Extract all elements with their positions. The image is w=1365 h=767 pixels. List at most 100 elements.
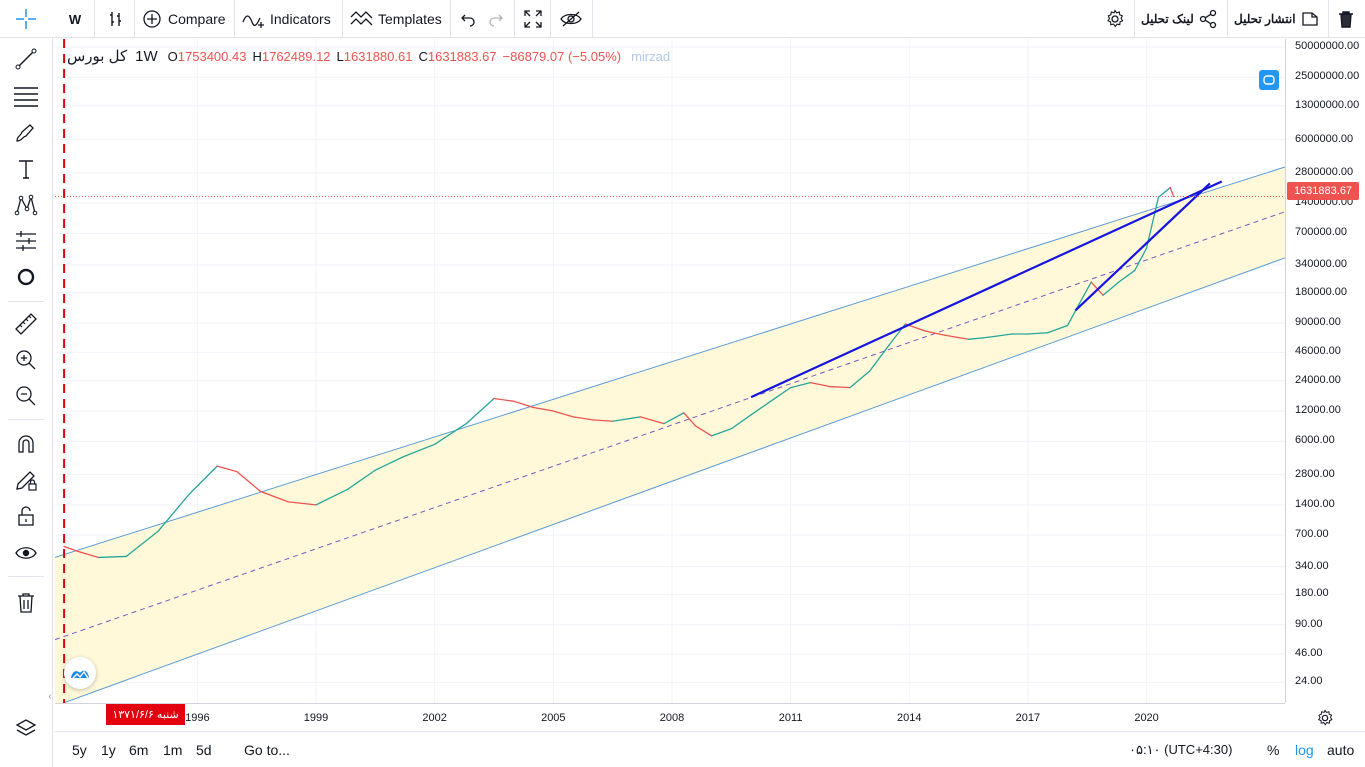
zoom-in-tool[interactable]: [13, 347, 39, 373]
pattern-tool[interactable]: [13, 192, 39, 218]
share-icon: [1199, 9, 1216, 29]
collapse-toolbar-button[interactable]: ‹: [48, 690, 52, 702]
price-axis-label: 180.00: [1295, 587, 1329, 600]
price-series-segment: [774, 386, 792, 400]
price-series-segment: [710, 428, 732, 437]
price-axis-label: 6000000.00: [1295, 132, 1354, 145]
undo-icon: [461, 14, 475, 27]
goto-date-button[interactable]: Go to...: [244, 741, 290, 758]
toolbar-divider: [8, 419, 44, 420]
price-series-segment: [967, 336, 990, 340]
percent-scale-button[interactable]: %: [1267, 741, 1280, 758]
price-series-segment: [216, 465, 238, 473]
top-toolbar: W Compare Indicators Templates لینک تحلی…: [0, 0, 1365, 38]
templates-icon: [350, 11, 373, 26]
price-series-segment: [683, 412, 697, 427]
bar-style-button[interactable]: [104, 0, 128, 38]
interval-button[interactable]: W: [68, 11, 82, 27]
trend-line-tool[interactable]: [13, 46, 39, 72]
price-series-segment: [849, 370, 871, 389]
trash-icon: [18, 593, 34, 613]
range-1m[interactable]: 1m: [163, 741, 183, 758]
zoom-in-icon: [16, 350, 36, 370]
timezone-clock[interactable]: ۰۵:۱۰ (UTC+4:30): [1129, 741, 1233, 757]
share-link-button[interactable]: لینک تحلیل: [1141, 0, 1218, 38]
forecast-icon: [16, 231, 36, 251]
auto-scale-button[interactable]: [1259, 70, 1279, 90]
price-axis[interactable]: 50000000.00 25000000.00 13000000.00 6000000…: [1285, 39, 1365, 703]
measure-tool[interactable]: [13, 311, 39, 337]
price-series-segment: [924, 330, 946, 336]
templates-button[interactable]: Templates: [350, 0, 442, 38]
trend-line-icon: [15, 48, 37, 70]
ruler-icon: [15, 313, 37, 335]
watermark-text: mirzad: [631, 48, 671, 64]
pencil-lock-icon: [16, 471, 37, 491]
price-series-segment: [987, 333, 1013, 338]
time-axis-label: 2020: [1134, 712, 1159, 724]
undo-button[interactable]: [458, 0, 478, 38]
range-1y[interactable]: 1y: [101, 741, 116, 758]
redo-button[interactable]: [486, 0, 506, 38]
cloud-logo-icon: [71, 670, 89, 679]
price-axis-label: 46000.00: [1295, 345, 1341, 358]
range-5y[interactable]: 5y: [72, 741, 87, 758]
zoom-out-tool[interactable]: [13, 383, 39, 409]
price-series-segment: [1102, 281, 1120, 296]
time-axis-label: 1996: [185, 712, 210, 724]
gear-icon: [1107, 9, 1124, 28]
brand-logo[interactable]: [64, 657, 96, 689]
fullscreen-icon: [524, 10, 542, 28]
cursor-date-tag: شنبه ۱۳۷۱/۶/۶: [106, 704, 185, 725]
price-axis-label: 90.00: [1295, 617, 1323, 630]
range-6m[interactable]: 6m: [129, 741, 149, 758]
prediction-tool[interactable]: [13, 228, 39, 254]
show-drawings-tool[interactable]: [13, 540, 39, 566]
indicators-icon: [242, 15, 264, 28]
magnet-tool[interactable]: [13, 431, 39, 457]
price-series-segment: [157, 493, 191, 533]
time-axis[interactable]: 1996 1999 2002 2005 2008 2011 2014 2017 2020: [55, 703, 1285, 731]
object-tree-tool[interactable]: [13, 716, 39, 742]
price-chart[interactable]: [55, 39, 1285, 703]
price-axis-label: 2800.00: [1295, 467, 1335, 480]
price-axis-label: 700.00: [1295, 528, 1329, 541]
lock-drawings-tool[interactable]: [13, 503, 39, 529]
symbol-name[interactable]: کل بورس: [67, 48, 128, 65]
settings-button[interactable]: [1103, 0, 1127, 38]
shapes-tool[interactable]: [13, 264, 39, 290]
auto-scale-toggle[interactable]: auto: [1327, 741, 1355, 758]
publish-button[interactable]: انتشار تحلیل: [1234, 0, 1320, 38]
price-axis-label: 90000.00: [1295, 316, 1341, 328]
time-axis-label: 2002: [422, 712, 447, 724]
price-series-segment: [869, 343, 891, 372]
crosshair-tool[interactable]: [13, 6, 39, 32]
log-scale-button[interactable]: log: [1295, 741, 1314, 758]
gear-icon: [1317, 709, 1333, 726]
compare-button[interactable]: Compare: [142, 0, 226, 38]
toolbar-divider: [8, 301, 44, 302]
regression-channel-fill: [55, 167, 1285, 703]
hide-drawings-button[interactable]: [558, 0, 584, 38]
price-series-segment: [97, 555, 127, 559]
price-axis-label: 25000000.00: [1295, 70, 1360, 83]
remove-drawings-tool[interactable]: [13, 590, 39, 616]
compare-label: Compare: [168, 11, 226, 27]
stay-drawing-tool[interactable]: [13, 467, 39, 493]
delete-button[interactable]: [1336, 0, 1356, 38]
templates-label: Templates: [378, 11, 442, 27]
publish-label: انتشار تحلیل: [1234, 12, 1296, 26]
toolbar-divider: [342, 0, 343, 38]
fib-tool[interactable]: [13, 83, 39, 109]
toolbar-divider: [1227, 0, 1228, 38]
brush-tool[interactable]: [13, 120, 39, 146]
axis-settings-button[interactable]: [1316, 709, 1334, 727]
toolbar-divider: [1134, 0, 1135, 38]
text-tool[interactable]: [13, 156, 39, 182]
range-5d[interactable]: 5d: [196, 741, 212, 758]
brush-icon: [16, 124, 34, 142]
fullscreen-button[interactable]: [522, 0, 544, 38]
price-axis-label: 50000000.00: [1295, 39, 1360, 52]
indicators-button[interactable]: Indicators: [242, 0, 331, 38]
price-axis-label: 700000.00: [1295, 226, 1347, 239]
